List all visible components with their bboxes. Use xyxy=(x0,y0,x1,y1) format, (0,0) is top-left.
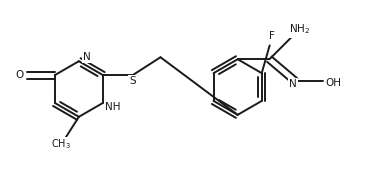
Text: NH$_2$: NH$_2$ xyxy=(289,23,310,36)
Text: O: O xyxy=(15,70,23,80)
Text: F: F xyxy=(269,31,275,41)
Text: OH: OH xyxy=(325,78,341,88)
Text: NH: NH xyxy=(105,102,121,112)
Text: CH$_3$: CH$_3$ xyxy=(51,138,71,151)
Text: S: S xyxy=(129,76,136,86)
Text: N: N xyxy=(290,79,297,89)
Text: N: N xyxy=(83,52,91,62)
